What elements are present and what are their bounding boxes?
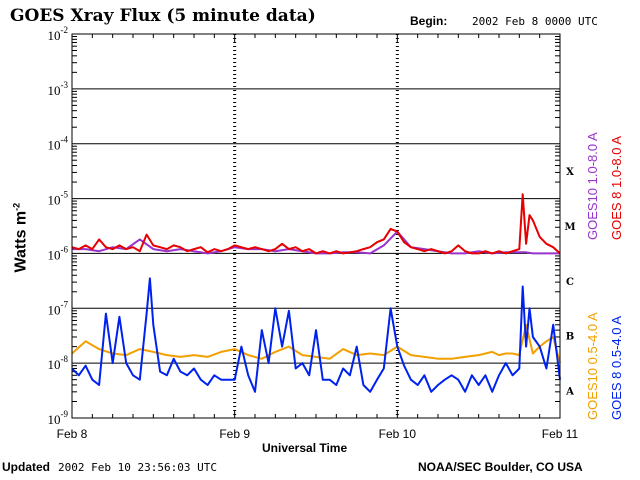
legend-entry: GOES 8 1.0-8.0 A <box>609 136 624 240</box>
begin-label: Begin: <box>410 14 448 28</box>
x-tick-label: Feb 11 <box>542 427 579 441</box>
series-line-1 <box>72 230 560 255</box>
y-tick-label: 10-5 <box>48 190 69 208</box>
y-tick-label: 10-6 <box>48 244 69 262</box>
legend-entry: GOES 8 0.5-4.0 A <box>609 316 624 420</box>
y-tick-label: 10-3 <box>48 80 69 98</box>
x-tick-label: Feb 9 <box>219 427 250 441</box>
flare-class-label: A <box>565 387 574 398</box>
y-tick-label: 10-7 <box>48 299 69 317</box>
series-line-0 <box>71 323 561 364</box>
series-line-3 <box>71 277 561 393</box>
chart-title: GOES Xray Flux (5 minute data) <box>10 6 316 26</box>
x-tick-label: Feb 10 <box>379 427 417 441</box>
y-tick-label: 10-2 <box>48 25 69 43</box>
flare-class-label: B <box>566 332 574 343</box>
y-tick-label: 10-9 <box>48 409 69 427</box>
y-tick-label: 10-4 <box>48 135 69 153</box>
legend-entry: GOES10 0.5-4.0 A <box>585 312 600 420</box>
plot-frame <box>71 33 561 419</box>
flare-class-label: X <box>566 167 574 178</box>
y-tick-label: 10-8 <box>48 354 69 372</box>
y-axis-label: Watts m-2 <box>11 193 30 283</box>
flare-class-label: C <box>566 277 574 288</box>
updated-label: Updated <box>2 460 50 474</box>
updated-value: 2002 Feb 10 23:56:03 UTC <box>58 461 217 474</box>
y-axis-label-unit: -2 <box>11 202 22 211</box>
begin-value: 2002 Feb 8 0000 UTC <box>472 15 598 28</box>
x-axis-label: Universal Time <box>262 441 348 455</box>
x-tick-label: Feb 8 <box>57 427 88 441</box>
y-axis-label-text: Watts m <box>12 210 30 273</box>
source-credit: NOAA/SEC Boulder, CO USA <box>418 460 583 474</box>
series-line-2 <box>71 193 561 255</box>
legend-entry: GOES10 1.0-8.0 A <box>585 132 600 240</box>
flare-class-label: M <box>564 222 575 233</box>
